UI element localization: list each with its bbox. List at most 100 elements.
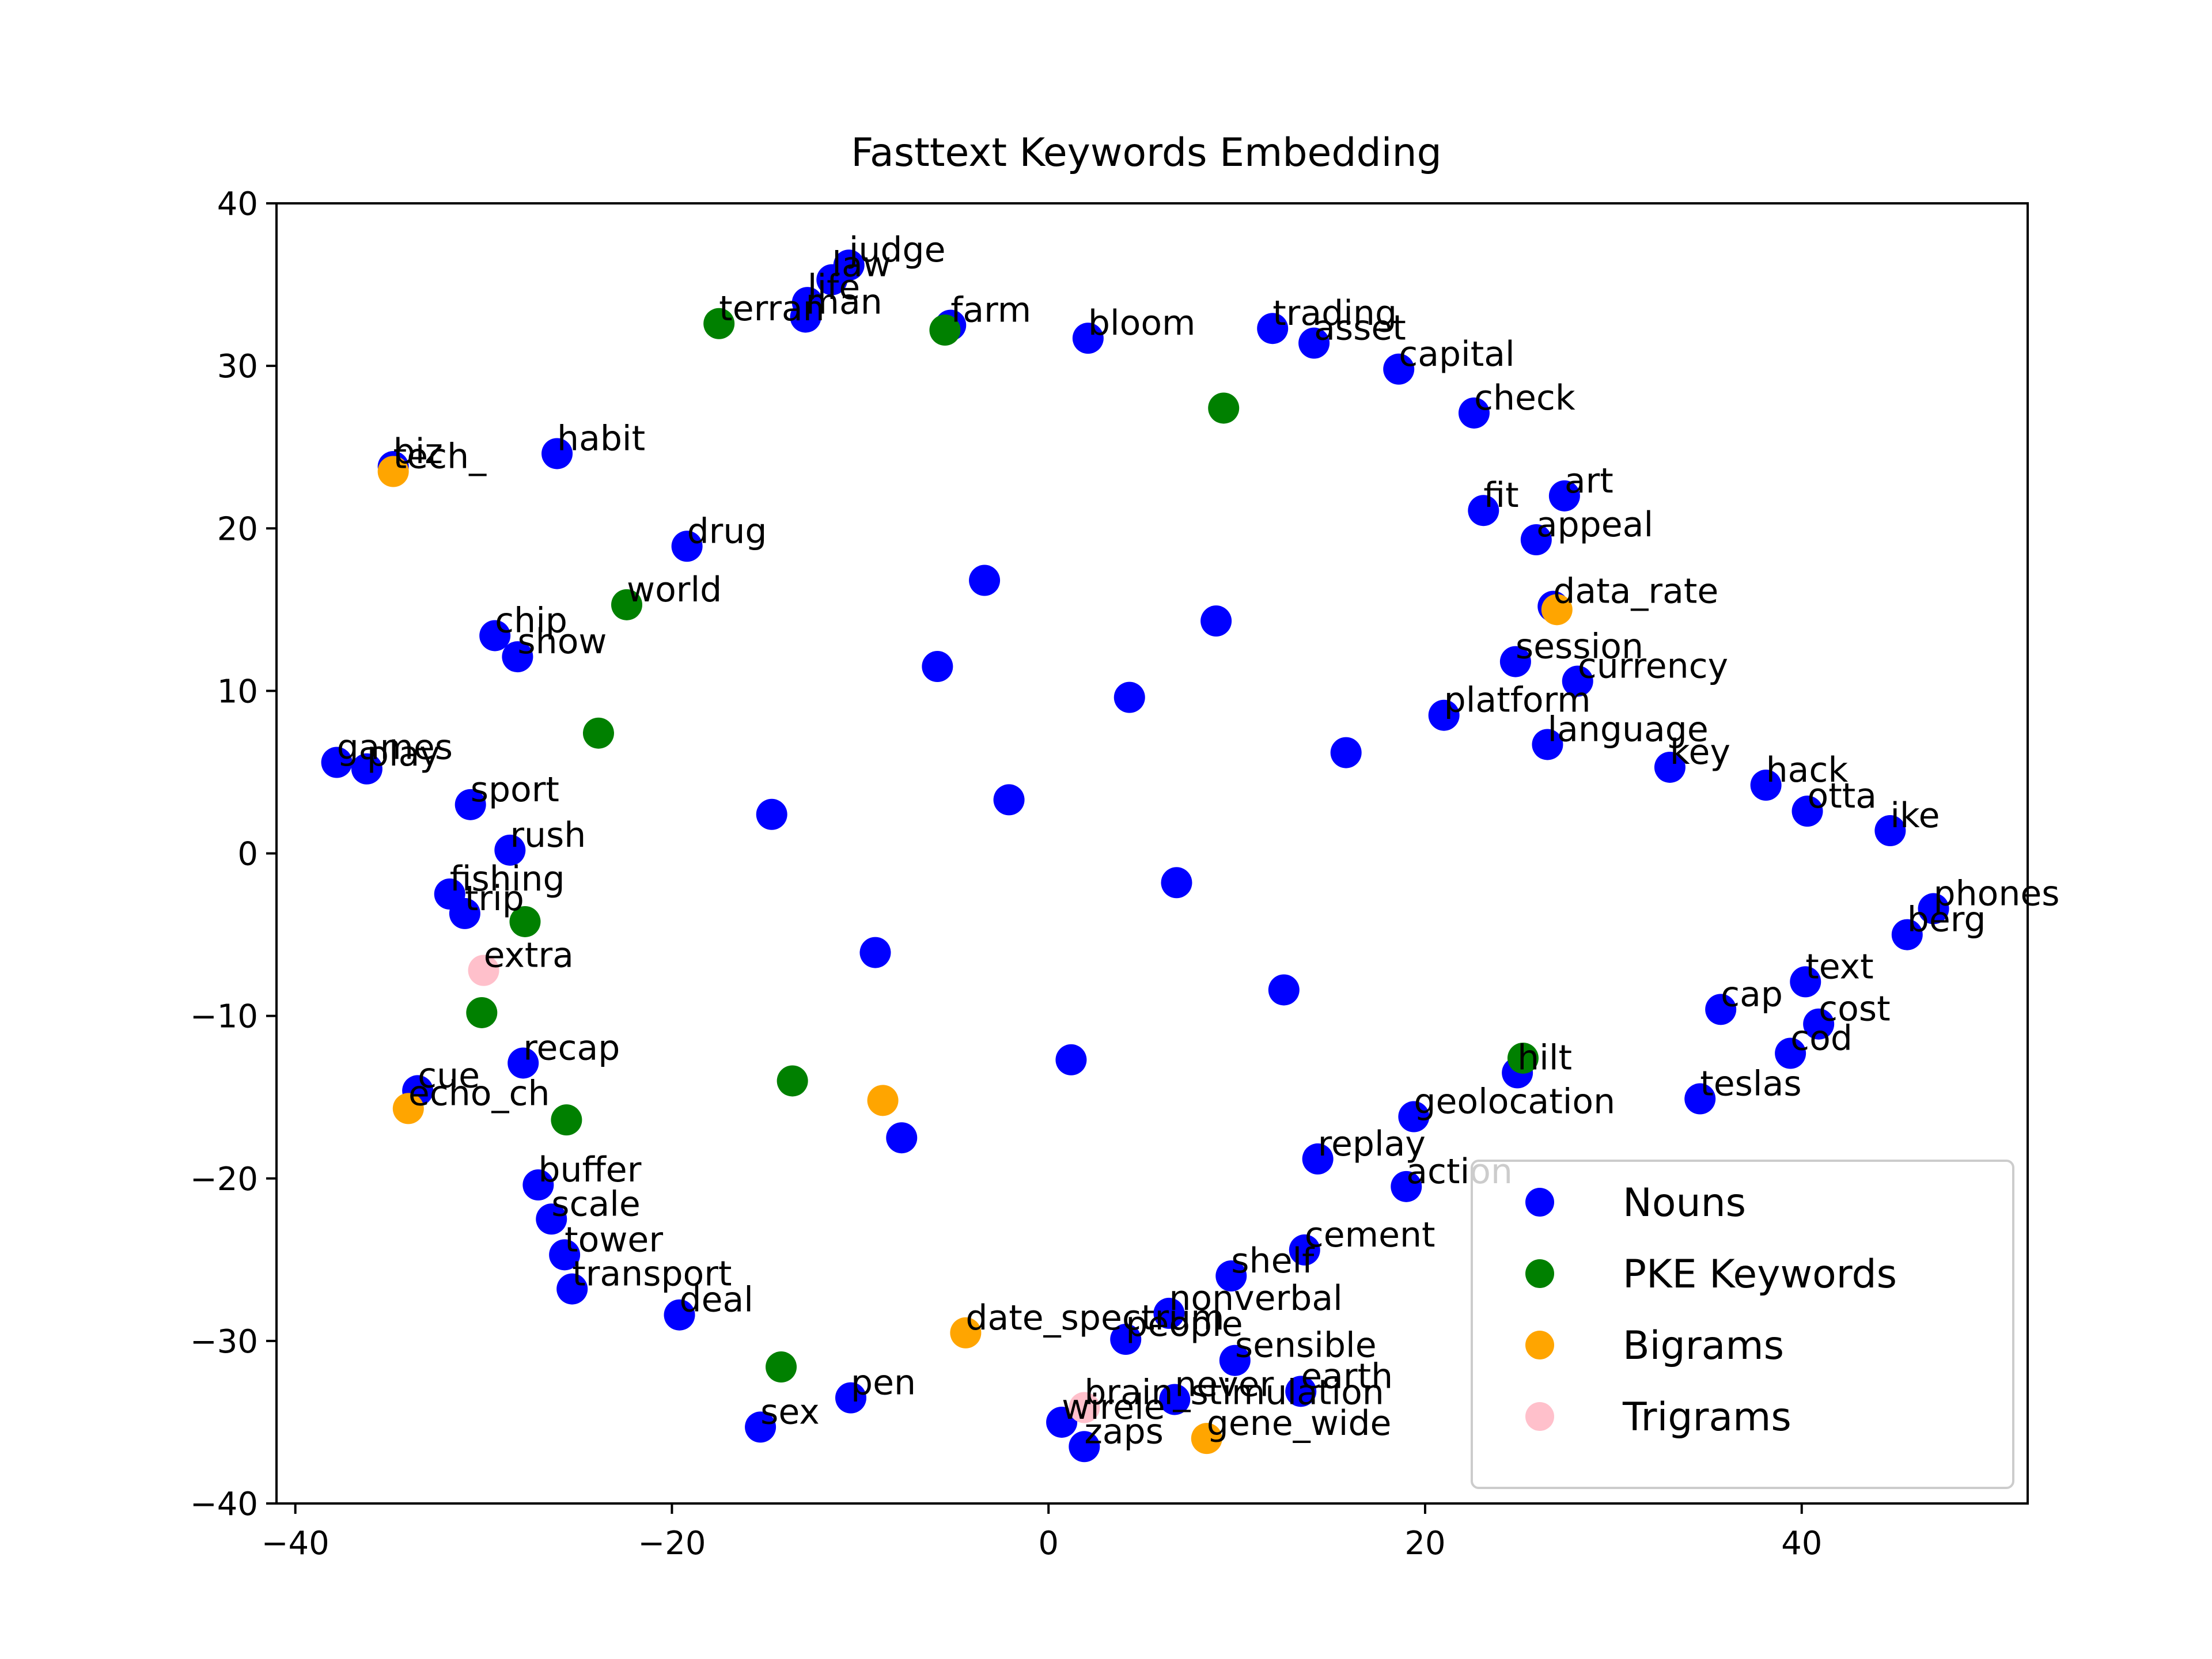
point-nouns (1684, 1083, 1716, 1115)
point-label: cap (1721, 974, 1783, 1014)
x-tick-label: 0 (1038, 1525, 1059, 1562)
point-label: scale (551, 1184, 641, 1224)
point-pke-keywords (929, 315, 961, 346)
point-nouns (1110, 1324, 1142, 1355)
point-label: deal (680, 1280, 753, 1320)
point-label: nonverbal (1169, 1278, 1342, 1319)
point-nouns (1705, 994, 1737, 1025)
point-label: trading (1272, 293, 1397, 334)
point-label: buffer (538, 1150, 641, 1190)
point-nouns (1874, 815, 1906, 847)
point-label: pen (851, 1363, 916, 1403)
point-nouns (1330, 737, 1362, 768)
point-label: law (832, 245, 891, 285)
point-nouns (1055, 1044, 1087, 1075)
point-label: check (1474, 378, 1575, 418)
point-label: brain_stimulation (1084, 1373, 1384, 1413)
point-label: ike (1890, 796, 1940, 836)
point-pke-keywords (1208, 392, 1240, 424)
point-bigrams (867, 1085, 899, 1116)
point-nouns (536, 1203, 567, 1235)
point-nouns (541, 438, 573, 469)
point-nouns (1391, 1171, 1422, 1202)
point-nouns (1468, 495, 1499, 527)
point-nouns (1069, 1431, 1100, 1463)
point-nouns (1548, 480, 1580, 512)
point-label: gene_wide (1207, 1403, 1392, 1444)
point-label: cement (1305, 1215, 1435, 1255)
y-tick-label: 20 (217, 510, 258, 548)
point-nouns (1113, 681, 1145, 713)
point-pke-keywords (611, 589, 642, 620)
point-pke-keywords (551, 1104, 582, 1136)
point-pke-keywords (509, 906, 541, 937)
point-label: cost (1819, 989, 1890, 1029)
point-nouns (1803, 1008, 1835, 1040)
point-nouns (1775, 1037, 1806, 1069)
point-nouns (494, 834, 526, 866)
point-nouns (454, 789, 486, 820)
point-label: extra (484, 935, 574, 976)
point-label: drug (687, 511, 767, 551)
point-nouns (1654, 751, 1685, 783)
point-bigrams (392, 1093, 424, 1124)
point-label: asset (1314, 308, 1406, 349)
point-label: people (1126, 1304, 1243, 1344)
point-nouns (1046, 1406, 1078, 1438)
point-label: phones (1934, 873, 2060, 914)
point-label: tech_ (393, 437, 487, 477)
point-nouns (1268, 974, 1300, 1006)
point-nouns (1219, 1344, 1251, 1376)
point-label: chip (495, 600, 567, 641)
point-label: bloom (1088, 303, 1196, 343)
point-nouns (1072, 323, 1104, 354)
point-label: sensible (1235, 1325, 1377, 1366)
point-label: wirele (1062, 1387, 1165, 1427)
point-bigrams (1541, 594, 1573, 626)
point-nouns (479, 620, 511, 652)
point-nouns (1918, 893, 1949, 925)
point-nouns (1791, 796, 1823, 827)
point-nouns (1159, 1384, 1191, 1415)
point-label: play (367, 734, 440, 774)
point-label: recap (523, 1028, 620, 1068)
y-tick-label: −10 (190, 998, 258, 1036)
chart-title: Fasttext Keywords Embedding (851, 130, 1442, 176)
point-label: earth (1301, 1356, 1393, 1396)
point-nouns (1383, 353, 1415, 385)
point-nouns (1520, 524, 1552, 555)
point-label: replay (1318, 1124, 1426, 1164)
point-nouns (502, 641, 533, 673)
point-label: currency (1578, 646, 1728, 686)
point-label: habit (557, 418, 645, 459)
point-label: berg (1907, 900, 1986, 940)
point-label: sex (760, 1392, 820, 1432)
point-nouns (1161, 867, 1192, 899)
point-nouns (745, 1411, 777, 1443)
point-label: session (1516, 627, 1643, 667)
point-nouns (1562, 665, 1593, 697)
point-label: shelf (1231, 1241, 1315, 1281)
x-tick-label: −20 (638, 1525, 706, 1562)
point-nouns (1200, 605, 1232, 637)
point-label: language (1547, 709, 1708, 749)
point-label: farm (950, 290, 1031, 331)
point-label: teslas (1700, 1064, 1801, 1104)
y-tick-label: 0 (237, 836, 258, 873)
y-tick-label: −40 (190, 1486, 258, 1523)
point-pke-keywords (766, 1351, 797, 1383)
point-label: text (1805, 946, 1873, 987)
point-nouns (1790, 966, 1821, 998)
y-tick-label: 40 (217, 185, 258, 223)
point-nouns (1891, 919, 1923, 950)
point-pke-keywords (582, 717, 614, 749)
point-label: life (808, 267, 860, 308)
point-nouns (816, 264, 848, 296)
point-nouns (1215, 1260, 1247, 1292)
y-tick-label: 30 (217, 348, 258, 385)
point-label: rush (510, 815, 586, 855)
point-label: platform (1444, 680, 1591, 721)
legend-marker (1525, 1331, 1554, 1359)
